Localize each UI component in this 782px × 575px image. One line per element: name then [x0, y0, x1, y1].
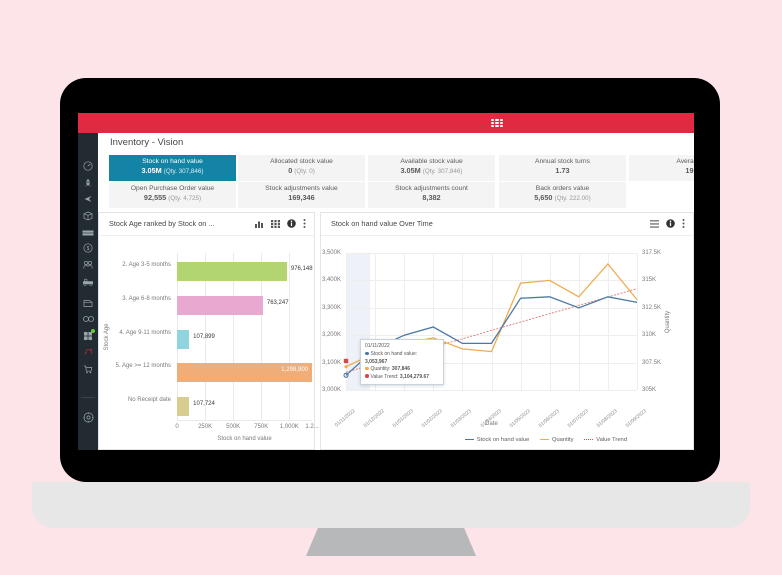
svg-text:$: $ [87, 246, 90, 252]
